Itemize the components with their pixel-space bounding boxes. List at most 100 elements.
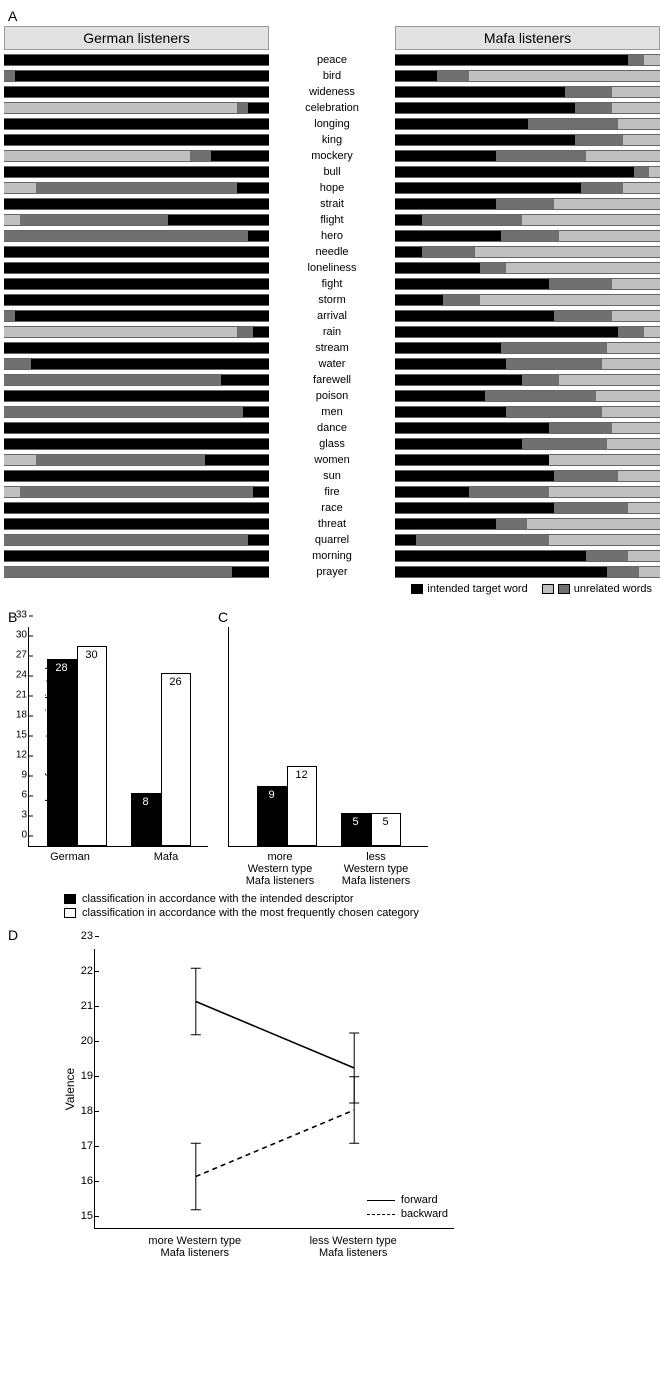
bar-mafa: [395, 166, 660, 178]
stacked-row: bird: [4, 68, 660, 83]
header-mafa: Mafa listeners: [395, 26, 660, 50]
panel-a-legend: intended target word unrelated words: [4, 583, 652, 595]
stacked-row: celebration: [4, 100, 660, 115]
row-label: flight: [269, 214, 395, 226]
bar-mafa: [395, 134, 660, 146]
stacked-row: strait: [4, 196, 660, 211]
bar-german: [4, 406, 269, 418]
panel-b-label: B: [8, 609, 208, 625]
bar-german: [4, 566, 269, 578]
bar-mafa: [395, 310, 660, 322]
panel-a-headers: German listeners Mafa listeners: [4, 26, 660, 50]
bar-german: [4, 278, 269, 290]
bar-german: [4, 150, 269, 162]
row-label: threat: [269, 518, 395, 530]
stacked-row: morning: [4, 548, 660, 563]
ytick: 30: [7, 630, 27, 641]
bar-mafa: [395, 454, 660, 466]
row-label: fire: [269, 486, 395, 498]
bar-german: [4, 118, 269, 130]
row-label: dance: [269, 422, 395, 434]
bar-mafa: [395, 486, 660, 498]
bar-german: [4, 182, 269, 194]
ytick: 33: [7, 610, 27, 621]
bar: 5: [341, 813, 371, 846]
stacked-row: loneliness: [4, 260, 660, 275]
stacked-row: fight: [4, 276, 660, 291]
bar-german: [4, 54, 269, 66]
row-label: loneliness: [269, 262, 395, 274]
ytick: 12: [7, 750, 27, 761]
stacked-row: poison: [4, 388, 660, 403]
xlabel: Mafa: [124, 851, 208, 863]
row-label: stream: [269, 342, 395, 354]
stacked-row: mockery: [4, 148, 660, 163]
panel-d-plot: Valence forward backward 151617181920212…: [94, 949, 454, 1229]
legend-target: intended target word: [427, 583, 527, 595]
xlabel: moreWestern typeMafa listeners: [238, 851, 322, 887]
row-label: race: [269, 502, 395, 514]
ytick: 6: [7, 790, 27, 801]
bar-mafa: [395, 54, 660, 66]
ytick: 0: [7, 830, 27, 841]
bar: 12: [287, 766, 317, 846]
row-label: poison: [269, 390, 395, 402]
bar-mafa: [395, 358, 660, 370]
stacked-row: king: [4, 132, 660, 147]
bar-german: [4, 134, 269, 146]
bar-german: [4, 550, 269, 562]
row-label: mockery: [269, 150, 395, 162]
bar-german: [4, 470, 269, 482]
stacked-row: hero: [4, 228, 660, 243]
bar-mafa: [395, 374, 660, 386]
bar-german: [4, 454, 269, 466]
bar-german: [4, 390, 269, 402]
swatch-open: [64, 908, 76, 918]
stacked-row: men: [4, 404, 660, 419]
d-xlabel: less Western typeMafa listeners: [278, 1235, 428, 1259]
stacked-row: glass: [4, 436, 660, 451]
row-label: bird: [269, 70, 395, 82]
bar-mafa: [395, 230, 660, 242]
bar-mafa: [395, 278, 660, 290]
ytick: 24: [7, 670, 27, 681]
legend-freq: classification in accordance with the mo…: [82, 907, 419, 919]
bar-mafa: [395, 342, 660, 354]
bar-mafa: [395, 214, 660, 226]
bar-mafa: [395, 246, 660, 258]
bar: 28: [47, 659, 77, 846]
bar-mafa: [395, 326, 660, 338]
bar: 8: [131, 793, 161, 846]
bar: 26: [161, 673, 191, 846]
bar-mafa: [395, 86, 660, 98]
stacked-row: farewell: [4, 372, 660, 387]
row-label: rain: [269, 326, 395, 338]
bar-mafa: [395, 534, 660, 546]
row-label: bull: [269, 166, 395, 178]
bar-german: [4, 246, 269, 258]
stacked-row: bull: [4, 164, 660, 179]
stacked-row: sun: [4, 468, 660, 483]
stacked-row: storm: [4, 292, 660, 307]
bar-mafa: [395, 118, 660, 130]
row-label: sun: [269, 470, 395, 482]
xlabel: German: [28, 851, 112, 863]
legend-unrelated: unrelated words: [574, 583, 652, 595]
bar-mafa: [395, 406, 660, 418]
row-label: longing: [269, 118, 395, 130]
legend-intended: classification in accordance with the in…: [82, 893, 353, 905]
bar-german: [4, 198, 269, 210]
bar-german: [4, 166, 269, 178]
stacked-row: prayer: [4, 564, 660, 579]
bar: 30: [77, 646, 107, 846]
bar-german: [4, 374, 269, 386]
ytick: 27: [7, 650, 27, 661]
panel-d-label: D: [8, 927, 660, 943]
stacked-row: stream: [4, 340, 660, 355]
bar: 9: [257, 786, 287, 846]
panel-a-label: A: [8, 8, 660, 24]
row-label: wideness: [269, 86, 395, 98]
row-label: celebration: [269, 102, 395, 114]
row-label: farewell: [269, 374, 395, 386]
legend-bc: classification in accordance with the in…: [64, 893, 660, 919]
